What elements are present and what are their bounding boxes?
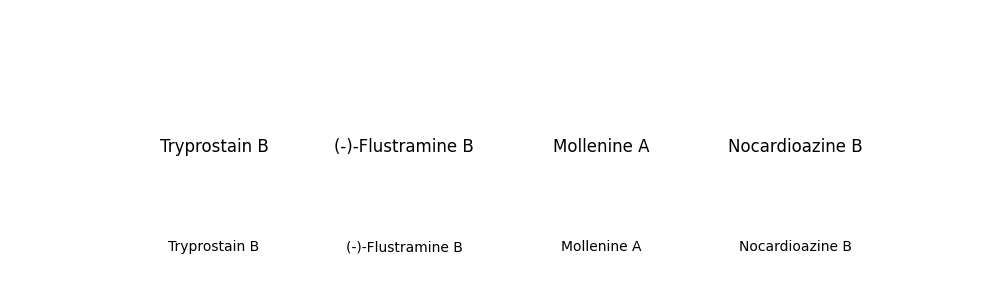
- Text: (-)-Flustramine B: (-)-Flustramine B: [334, 138, 474, 157]
- Text: Tryprostain B: Tryprostain B: [168, 240, 260, 254]
- Text: Nocardioazine B: Nocardioazine B: [728, 138, 863, 157]
- Text: Tryprostain B: Tryprostain B: [160, 138, 268, 157]
- Text: Mollenine A: Mollenine A: [561, 240, 642, 254]
- Text: Mollenine A: Mollenine A: [553, 138, 650, 157]
- Text: Nocardioazine B: Nocardioazine B: [739, 240, 852, 254]
- Text: (-)-Flustramine B: (-)-Flustramine B: [346, 240, 462, 254]
